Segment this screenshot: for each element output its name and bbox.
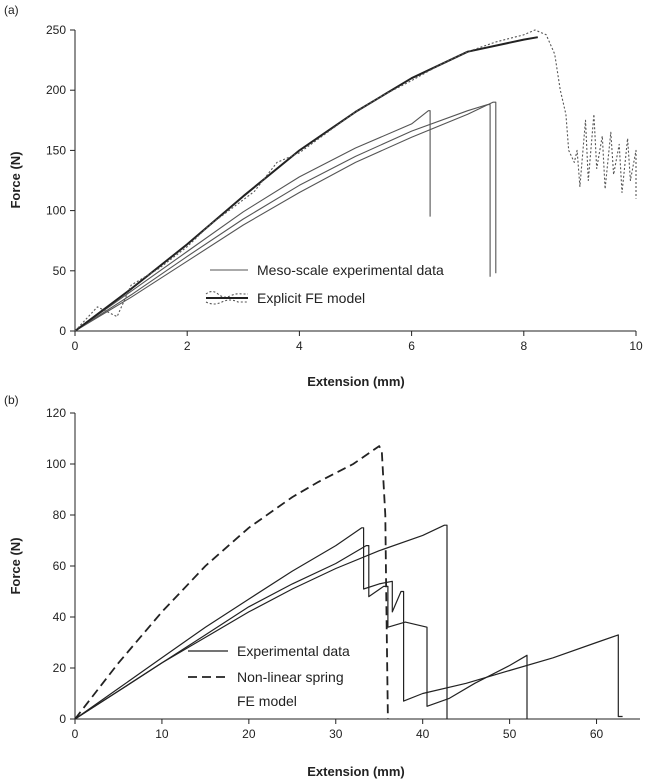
series-line-4 [74,36,538,332]
series-line-4 [74,445,389,720]
series-line-5 [74,29,637,332]
y-axis-title: Force (N) [8,151,23,208]
panel-b-tag: (b) [4,393,19,407]
x-tick-label: 0 [72,727,79,741]
series-line-1 [74,527,623,720]
legend-swatch [205,290,248,298]
x-tick-label: 10 [155,727,169,741]
y-tick-label: 20 [53,661,67,675]
y-tick-label: 120 [46,406,66,420]
y-tick-label: 150 [46,143,66,157]
x-tick-label: 8 [520,339,527,353]
x-tick-label: 10 [629,339,643,353]
y-tick-label: 60 [53,559,67,573]
y-tick-label: 80 [53,508,67,522]
y-tick-label: 100 [46,457,66,471]
series-line-3 [74,524,448,720]
y-tick-label: 200 [46,83,66,97]
y-tick-label: 100 [46,204,66,218]
legend-swatch [205,299,248,305]
x-tick-label: 6 [408,339,415,353]
series-line-1 [74,110,431,332]
panel-a-tag: (a) [4,3,19,17]
x-axis-title: Extension (mm) [307,374,405,389]
y-tick-label: 50 [53,264,67,278]
x-tick-label: 40 [416,727,430,741]
x-tick-label: 20 [242,727,256,741]
y-tick-label: 250 [46,23,66,37]
legend-label: Explicit FE model [257,290,365,306]
series-line-3 [74,101,497,332]
y-tick-label: 0 [59,324,66,338]
legend-label: Non-linear spring [237,669,344,685]
x-tick-label: 4 [296,339,303,353]
x-tick-label: 30 [329,727,343,741]
x-axis-title: Extension (mm) [307,764,405,779]
x-tick-label: 50 [503,727,517,741]
y-tick-label: 40 [53,610,67,624]
y-axis-title: Force (N) [8,537,23,594]
legend-label: Meso-scale experimental data [257,262,444,278]
x-tick-label: 60 [590,727,604,741]
x-tick-label: 0 [72,339,79,353]
legend-label: Experimental data [237,643,350,659]
series-line-2 [74,544,528,720]
legend-label: FE model [237,693,297,709]
x-tick-label: 2 [184,339,191,353]
y-tick-label: 0 [59,712,66,726]
chart-panel-b: 0 10 20 30 40 50 60 0 20 40 60 80 100 120 Extension (m… [8,406,640,779]
